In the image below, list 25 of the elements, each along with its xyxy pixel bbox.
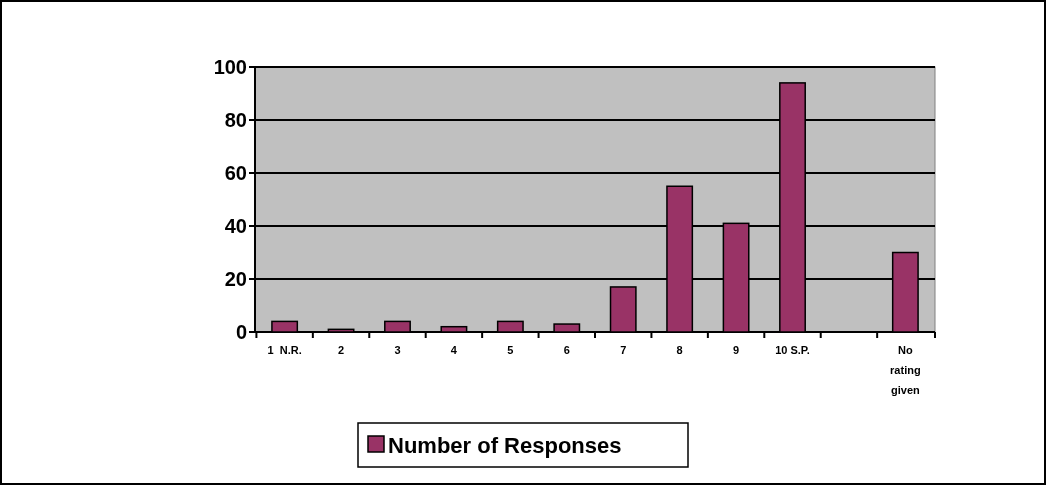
x-tick-label: 7 [620, 344, 627, 356]
bar [609, 286, 637, 333]
bar [553, 323, 581, 333]
x-tick-label: 8 [676, 344, 683, 356]
y-tick-label: 60 [224, 162, 247, 184]
y-tick-label: 20 [224, 268, 247, 290]
bar [327, 328, 355, 333]
y-tick-label: 0 [235, 321, 247, 343]
y-tick-label: 80 [224, 109, 247, 131]
bar [271, 320, 299, 333]
y-tick-label: 100 [213, 56, 247, 78]
legend-label: Number of Responses [388, 432, 622, 458]
x-tick-label: 6 [563, 344, 570, 356]
y-tick-label: 40 [224, 215, 247, 237]
x-tick-label: 9 [733, 344, 740, 356]
x-tick-label: 4 [450, 344, 458, 356]
x-tick-label: No rating given [890, 344, 921, 396]
bar [384, 320, 411, 333]
x-tick-label: 3 [394, 344, 401, 356]
x-tick-label: 10 S.P. [775, 344, 810, 356]
bar [440, 325, 468, 333]
bar [496, 320, 524, 333]
x-tick-label: 5 [507, 344, 514, 356]
x-tick-label: 1 N.R. [267, 344, 302, 356]
x-tick-label: 2 [338, 344, 345, 356]
